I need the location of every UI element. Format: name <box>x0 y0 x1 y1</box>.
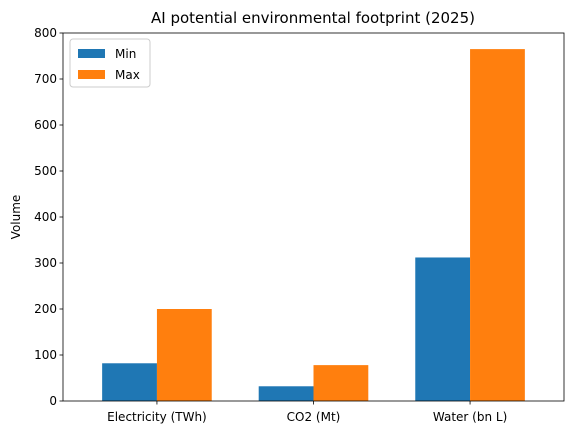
y-tick-label: 500 <box>34 164 57 178</box>
legend-label-max: Max <box>115 68 140 82</box>
x-tick-label: CO2 (Mt) <box>287 410 341 424</box>
y-axis-label: Volume <box>9 195 23 240</box>
bars-group <box>102 49 525 401</box>
legend: Min Max <box>69 38 151 88</box>
legend-swatch-max <box>78 70 105 79</box>
legend-swatch-min <box>78 49 105 58</box>
bar-min-2 <box>415 257 471 401</box>
x-tick-label: Water (bn L) <box>433 410 507 424</box>
legend-label-min: Min <box>115 47 136 61</box>
y-tick-label: 800 <box>34 26 57 40</box>
y-tick-label: 200 <box>34 302 57 316</box>
y-tick-label: 100 <box>34 348 57 362</box>
y-tick-label: 600 <box>34 118 57 132</box>
y-tick-label: 300 <box>34 256 57 270</box>
chart-title: AI potential environmental footprint (20… <box>151 9 475 27</box>
bar-min-0 <box>102 363 157 401</box>
bar-min-1 <box>258 386 314 401</box>
bar-max-2 <box>470 49 525 401</box>
bar-max-1 <box>313 365 369 401</box>
x-tick-label: Electricity (TWh) <box>107 410 207 424</box>
bar-max-0 <box>156 309 212 401</box>
y-tick-label: 700 <box>34 72 57 86</box>
y-tick-label: 400 <box>34 210 57 224</box>
axes-group: 0 100 200 300 400 500 600 700 800 Electricity (TW… <box>34 26 565 424</box>
y-tick-label: 0 <box>49 394 57 408</box>
